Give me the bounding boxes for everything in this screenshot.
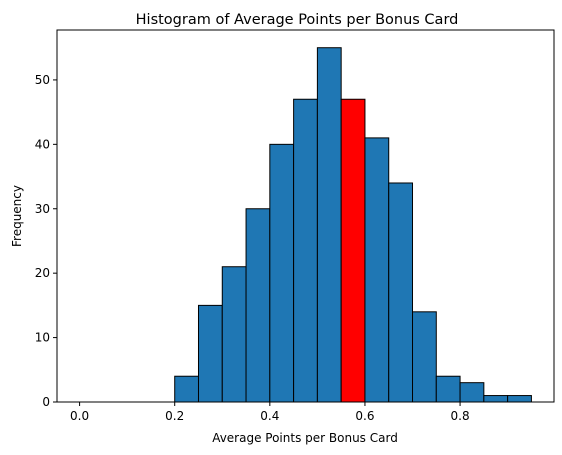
y-tick-label: 0 <box>42 395 50 409</box>
y-tick-label: 50 <box>35 73 50 87</box>
histogram-bar <box>221 266 247 403</box>
x-tick-label: 0.8 <box>451 409 470 423</box>
y-axis-ticks: 0 10 20 30 40 50 <box>35 73 57 409</box>
histogram-bar <box>245 208 271 403</box>
histogram-bar <box>269 143 295 403</box>
histogram-bar <box>316 47 342 403</box>
plot-frame <box>56 29 555 403</box>
x-tick-label: 0.4 <box>260 409 279 423</box>
x-tick-label: 0.6 <box>355 409 374 423</box>
histogram-bar-highlighted <box>340 98 366 403</box>
y-axis-label: Frequency <box>10 185 24 247</box>
x-tick-label: 0.0 <box>70 409 89 423</box>
y-tick-label: 20 <box>35 266 50 280</box>
histogram-bar <box>293 98 318 403</box>
x-tick-label: 0.2 <box>165 409 184 423</box>
histogram-bar <box>364 137 390 403</box>
histogram-bar <box>412 311 437 403</box>
histogram-bar <box>174 375 199 403</box>
bars-group <box>174 47 532 403</box>
y-tick-label: 10 <box>35 331 50 345</box>
chart-title: Histogram of Average Points per Bonus Ca… <box>136 12 459 28</box>
histogram-bar <box>459 382 485 403</box>
y-tick-label: 40 <box>35 137 50 151</box>
histogram-bar <box>197 304 223 403</box>
x-axis-label: Average Points per Bonus Card <box>212 431 398 445</box>
y-tick-label: 30 <box>35 202 50 216</box>
histogram-bar <box>507 395 532 403</box>
histogram-bar <box>483 395 509 403</box>
histogram-bar <box>435 375 461 403</box>
histogram-bar <box>388 182 414 403</box>
x-axis-ticks: 0.0 0.2 0.4 0.6 0.8 <box>70 402 470 423</box>
